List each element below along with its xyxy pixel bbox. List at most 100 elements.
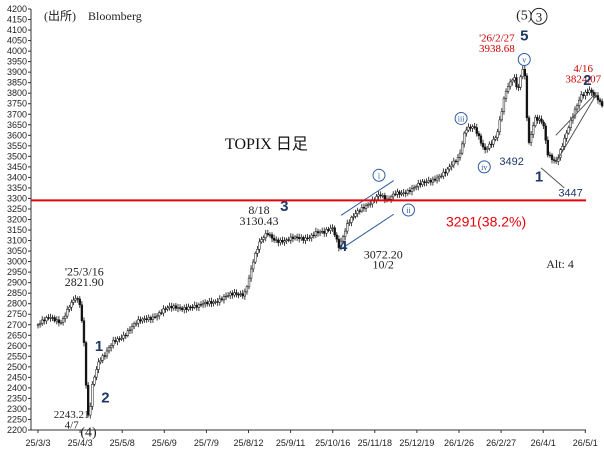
candle-body — [488, 143, 491, 149]
candle-body — [212, 301, 215, 304]
channel-line — [540, 167, 565, 189]
candle-body — [346, 223, 349, 232]
price-bars — [36, 65, 604, 419]
candle-body — [64, 315, 67, 319]
candle-body — [45, 317, 48, 322]
candle-body — [379, 194, 382, 197]
y-tick-label: 3850 — [7, 78, 27, 88]
candle-body — [289, 236, 292, 241]
price-annotation: '26/2/27 — [479, 33, 515, 45]
trend-channels — [340, 92, 597, 250]
candle-body — [59, 322, 63, 324]
candle-body — [364, 205, 368, 209]
candle-body — [348, 222, 351, 224]
candle-body — [36, 324, 40, 326]
candle-body — [243, 291, 247, 297]
x-tick-label: 25/3/3 — [25, 438, 50, 448]
candle-body — [112, 340, 115, 346]
candle-body — [412, 187, 416, 189]
y-tick-label: 4150 — [7, 15, 27, 25]
candle-body — [68, 306, 71, 310]
channel-line — [555, 95, 597, 163]
y-tick-label: 2950 — [7, 267, 27, 277]
candle-body — [341, 236, 345, 242]
candle-body — [383, 195, 386, 200]
candle-body — [575, 105, 579, 110]
wave-label: 1 — [95, 338, 103, 355]
candle-body — [448, 166, 451, 170]
candle-body — [544, 125, 547, 141]
candle-body — [107, 347, 111, 352]
candle-body — [419, 183, 422, 185]
candle-body — [155, 315, 159, 318]
candle-body — [333, 227, 336, 236]
y-tick-label: 2550 — [7, 351, 27, 361]
candle-body — [490, 143, 493, 146]
y-tick-label: 3700 — [7, 109, 27, 119]
candle-body — [247, 277, 251, 288]
candle-body — [440, 175, 443, 178]
candle-body — [356, 210, 359, 214]
candle-body — [521, 69, 524, 78]
y-tick-label: 3950 — [7, 57, 27, 67]
x-tick-label: 25/9/11 — [276, 438, 305, 448]
candle-body — [170, 306, 173, 309]
candle-body — [325, 229, 328, 234]
candle-body — [509, 81, 512, 87]
candle-body — [109, 345, 113, 348]
candle-body — [302, 237, 305, 241]
price-annotation: 3492 — [499, 156, 523, 168]
candle-body — [224, 295, 228, 298]
candle-body — [596, 95, 600, 101]
candle-body — [72, 299, 75, 303]
price-annotation: (5) — [516, 9, 533, 24]
candle-body — [536, 117, 539, 121]
candle-body — [254, 253, 257, 263]
candle-body — [578, 99, 581, 106]
candle-body — [145, 318, 148, 321]
candle-body — [191, 306, 194, 309]
candle-body — [105, 350, 109, 357]
candle-body — [201, 303, 205, 306]
candle-body — [216, 301, 219, 303]
x-tick-label: 25/8/12 — [233, 438, 263, 448]
candle-body — [565, 132, 568, 139]
y-tick-label: 2900 — [7, 278, 27, 288]
candle-body — [312, 234, 315, 237]
candle-body — [101, 355, 104, 361]
candle-body — [337, 238, 341, 248]
candle-body — [70, 302, 73, 308]
candle-body — [456, 157, 460, 162]
candle-body — [483, 146, 487, 150]
candle-body — [584, 91, 587, 96]
candle-body — [291, 236, 295, 239]
candle-body — [120, 337, 123, 340]
x-tick-label: 25/4/3 — [68, 438, 93, 448]
candle-body — [260, 239, 263, 243]
candle-body — [567, 127, 570, 134]
candle-body — [137, 319, 140, 324]
candle-body — [600, 101, 604, 107]
price-annotation: (4) — [80, 426, 97, 441]
candle-body — [153, 316, 157, 318]
channel-line — [340, 213, 395, 250]
candle-body — [204, 301, 207, 304]
wave-labels: 1 2 3 4 5 1 2 — [95, 28, 592, 407]
y-tick-label: 3500 — [7, 151, 27, 161]
candle-body — [197, 304, 201, 308]
channel-line — [340, 180, 395, 216]
candle-body — [193, 305, 196, 308]
candle-body — [582, 94, 585, 96]
candle-body — [189, 306, 192, 308]
candle-body — [264, 233, 267, 238]
circled-label-text: iv — [481, 163, 487, 172]
candle-body — [231, 292, 234, 296]
y-tick-label: 3450 — [7, 162, 27, 172]
candle-body — [360, 207, 364, 212]
candle-body — [469, 126, 472, 129]
candle-body — [598, 99, 602, 102]
candle-body — [281, 240, 284, 243]
candle-body — [220, 298, 224, 301]
candle-body — [496, 131, 499, 138]
